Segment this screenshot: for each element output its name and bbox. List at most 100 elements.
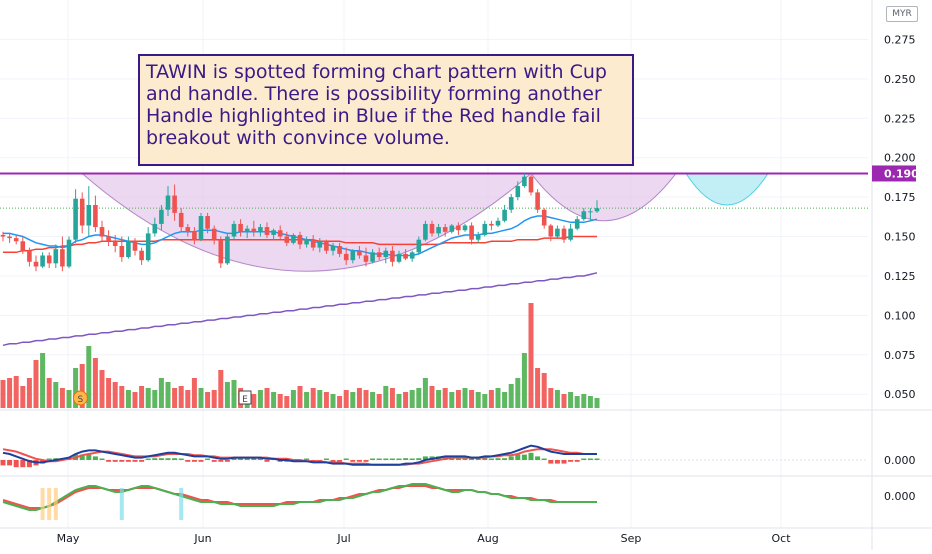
volume-bar — [409, 390, 415, 408]
volume-bar — [277, 394, 283, 408]
volume-bar — [581, 394, 587, 408]
earnings-marker — [238, 390, 252, 405]
macd-hist-bar — [0, 460, 6, 466]
macd-hist-bar — [356, 460, 362, 462]
macd-hist-bar — [152, 458, 158, 460]
candle-body — [238, 223, 243, 232]
volume-bar — [66, 390, 72, 408]
candle-body — [548, 225, 554, 237]
time-tick-label: Sep — [621, 532, 642, 545]
volume-bar — [271, 392, 277, 408]
macd-hist-bar — [568, 460, 574, 462]
candle-body — [205, 216, 210, 229]
candle-body — [350, 250, 356, 261]
macd-hist-bar — [86, 454, 92, 460]
volume-bar — [73, 368, 79, 408]
macd-hist-bar — [231, 458, 237, 460]
volume-bar — [211, 390, 217, 408]
volume-bar — [403, 392, 409, 408]
macd-hist-bar — [257, 458, 263, 460]
macd-hist-bar — [422, 456, 428, 460]
candle-body — [390, 250, 395, 262]
macd-hist-bar — [383, 458, 389, 460]
macd-hist-bar — [198, 460, 204, 462]
macd-hist-bar — [112, 460, 118, 462]
candle-body — [429, 223, 435, 234]
candle-body — [370, 252, 375, 262]
volume-bar — [541, 373, 547, 408]
price-tick-label: 0.275 — [884, 33, 916, 46]
macd-hist-bar — [205, 458, 211, 460]
price-tick-label: 0.200 — [884, 152, 916, 165]
candle-body — [383, 250, 389, 258]
macd-hist-bar — [515, 454, 521, 460]
macd-hist-bar — [508, 456, 514, 460]
macd-hist-bar — [495, 458, 501, 460]
macd-hist-bar — [185, 460, 191, 462]
candle-body — [86, 205, 92, 226]
macd-hist-bar — [238, 458, 244, 460]
candle-body — [93, 205, 98, 228]
candle-body — [0, 234, 6, 237]
oscillator-signal-stripe — [53, 488, 58, 520]
macd-hist-bar — [92, 456, 98, 460]
volume-bar — [79, 364, 85, 408]
macd-hist-bar — [488, 458, 494, 460]
macd-hist-bar — [363, 460, 369, 462]
time-tick-label: Jun — [193, 532, 211, 545]
volume-bar — [7, 378, 13, 408]
oscillator-line-a — [2, 483, 597, 511]
volume-bar — [356, 388, 362, 408]
volume-bar — [198, 388, 204, 408]
candle-body — [555, 228, 560, 237]
volume-bar — [396, 394, 402, 408]
macd-hist-bar — [224, 460, 230, 462]
volume-bar — [436, 390, 442, 408]
macd-hist-bar — [125, 460, 131, 462]
macd-hist-bar — [594, 458, 600, 460]
candle-body — [574, 219, 580, 229]
volume-bar — [515, 378, 521, 408]
candle-body — [211, 228, 217, 240]
price-tick-label: 0.175 — [884, 191, 916, 204]
volume-bar — [449, 392, 455, 408]
candle-body — [27, 250, 32, 262]
currency-badge[interactable]: MYR — [886, 6, 918, 22]
price-tick-label: 0.150 — [884, 231, 916, 244]
macd-hist-bar — [409, 458, 415, 460]
macd-hist-bar — [370, 458, 376, 460]
volume-bar — [323, 392, 329, 408]
macd-hist-bar — [46, 458, 52, 460]
volume-bar — [40, 353, 46, 408]
macd-hist-bar — [449, 458, 455, 460]
candle-body — [7, 236, 12, 239]
candle-body — [416, 239, 422, 253]
candle-body — [304, 239, 309, 245]
volume-bar — [290, 390, 296, 408]
resistance-price-label: 0.190 — [884, 167, 919, 180]
candle-body — [20, 241, 26, 251]
volume-bar — [99, 370, 105, 408]
macd-hist-bar — [469, 458, 475, 460]
price-tick-label: 0.225 — [884, 112, 916, 125]
volume-bar — [218, 370, 224, 408]
macd-hist-bar — [482, 458, 488, 460]
macd-hist-bar — [165, 458, 171, 460]
price-tick-label: 0.125 — [884, 270, 916, 283]
annotation-text: TAWIN is spotted forming chart pattern w… — [146, 61, 607, 149]
macd-hist-bar — [26, 460, 32, 468]
candle-body — [403, 253, 408, 259]
volume-bar — [152, 390, 158, 408]
macd-hist-bar — [561, 460, 567, 464]
candle-body — [244, 228, 250, 232]
event-marker-label: S — [78, 395, 84, 405]
candle-body — [337, 246, 342, 254]
volume-bar — [172, 388, 178, 408]
pattern-annotation[interactable]: TAWIN is spotted forming chart pattern w… — [138, 54, 634, 166]
macd-hist-bar — [475, 458, 481, 460]
volume-bar — [205, 392, 211, 408]
candle-body — [343, 253, 349, 261]
volume-bar — [488, 390, 494, 408]
macd-hist-bar — [145, 458, 151, 460]
